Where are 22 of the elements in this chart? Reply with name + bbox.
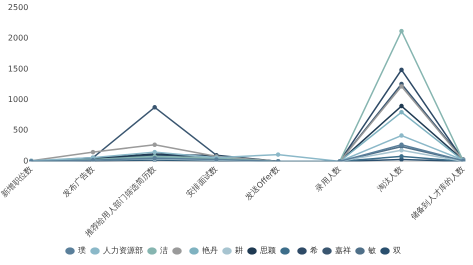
y-tick-label: 2000 xyxy=(8,34,28,43)
x-tick-label: 录用人数 xyxy=(314,164,343,194)
y-tick-label: 500 xyxy=(13,126,28,135)
legend-label: 敏 xyxy=(368,246,376,256)
x-tick-label: 新增职位数 xyxy=(0,164,34,199)
x-tick-label: 储备到人才库的人数 xyxy=(408,164,466,222)
legend-label: 璞 xyxy=(78,246,86,256)
legend-label: 洁 xyxy=(160,246,168,256)
legend-label: 人力资源部 xyxy=(103,246,143,256)
x-tick-label: 发布广告数 xyxy=(61,164,96,199)
x-tick-label: 安排面试数 xyxy=(184,164,220,199)
legend-label: 艳丹 xyxy=(202,246,218,256)
legend-label: 嘉祥 xyxy=(335,246,351,256)
y-tick-label: 0 xyxy=(23,156,28,166)
y-tick-label: 1000 xyxy=(8,94,28,104)
y-tick-label: 2500 xyxy=(8,2,28,12)
x-tick-label: 淘汰人数 xyxy=(375,164,404,194)
legend-label: 双 xyxy=(393,246,401,256)
y-tick-label: 1500 xyxy=(8,64,28,74)
legend-label: 思颖 xyxy=(259,246,276,256)
legend-label: 希 xyxy=(310,246,318,256)
legend-label: 耕 xyxy=(235,246,243,256)
